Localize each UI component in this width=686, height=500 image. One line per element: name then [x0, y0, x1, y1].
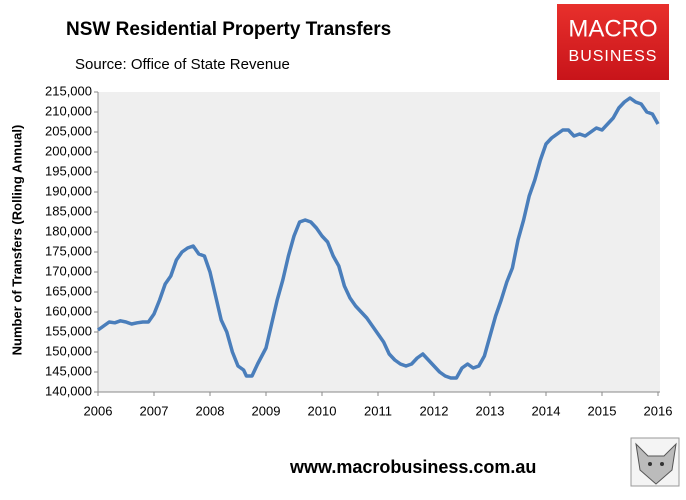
x-tick-label: 2016 — [644, 403, 673, 418]
x-tick-label: 2010 — [308, 403, 337, 418]
x-tick-label: 2011 — [364, 403, 392, 418]
logo-text: MACRO — [568, 15, 657, 42]
y-tick-label: 175,000 — [45, 243, 92, 258]
x-tick-label: 2009 — [252, 403, 281, 418]
y-tick-label: 200,000 — [45, 143, 92, 158]
logo-box — [557, 4, 669, 80]
x-tick-label: 2013 — [476, 403, 505, 418]
y-axis-label: Number of Transfers (Rolling Annual) — [9, 125, 24, 356]
y-tick-label: 195,000 — [45, 163, 92, 178]
y-tick-label: 215,000 — [45, 83, 92, 98]
data-line — [96, 96, 660, 380]
logo-text: BUSINESS — [569, 48, 658, 65]
x-tick-label: 2006 — [84, 403, 113, 418]
y-tick-label: 205,000 — [45, 123, 92, 138]
y-tick-label: 190,000 — [45, 183, 92, 198]
y-tick-label: 170,000 — [45, 263, 92, 278]
x-tick-label: 2007 — [140, 403, 169, 418]
y-tick-label: 180,000 — [45, 223, 92, 238]
y-tick-label: 150,000 — [45, 343, 92, 358]
wolf-icon — [630, 437, 680, 487]
y-tick-label: 145,000 — [45, 363, 92, 378]
y-tick-label: 185,000 — [45, 203, 92, 218]
chart-title: NSW Residential Property Transfers — [66, 19, 391, 40]
x-tick-label: 2012 — [420, 403, 449, 418]
y-tick-label: 160,000 — [45, 303, 92, 318]
x-tick-label: 2014 — [532, 403, 561, 418]
y-tick-label: 140,000 — [45, 383, 92, 398]
y-tick-label: 210,000 — [45, 103, 92, 118]
chart-subtitle: Source: Office of State Revenue — [75, 56, 290, 73]
y-tick-label: 155,000 — [45, 323, 92, 338]
x-tick-label: 2008 — [196, 403, 225, 418]
y-tick-label: 165,000 — [45, 283, 92, 298]
x-tick-label: 2015 — [588, 403, 617, 418]
plot-area — [98, 92, 660, 392]
footer: www.macrobusiness.com.au — [289, 457, 536, 477]
